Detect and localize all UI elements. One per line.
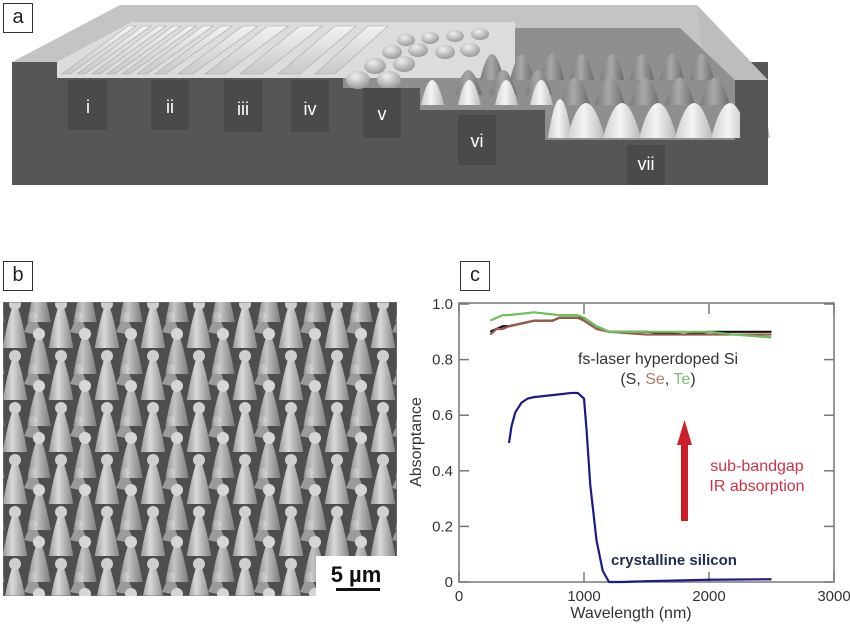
sem-image: 5 µm	[3, 302, 397, 596]
bump-patterns	[346, 28, 489, 89]
annotation-dopants: (S, Se, Te)	[620, 371, 695, 388]
dopant-prefix: (S,	[620, 371, 645, 388]
y-tick-label: 0.4	[432, 463, 453, 480]
ridge-patterns	[61, 25, 389, 75]
series-line	[507, 391, 772, 584]
series-line	[489, 311, 772, 339]
region-label-v: v	[378, 104, 387, 124]
region-label-vii: vii	[638, 154, 655, 174]
panel-a-letter: a	[12, 6, 24, 28]
region-labels: i ii iii iv v vi vii	[86, 97, 655, 174]
plot-frame	[458, 302, 835, 583]
x-tick-label: 3000	[817, 588, 850, 605]
panel-b-letter: b	[12, 264, 24, 286]
series-line	[489, 316, 772, 336]
spike-front-vii	[548, 99, 770, 138]
x-tick-label: 2000	[692, 588, 725, 605]
spike-front-vi	[421, 80, 553, 105]
panel-b-label: b	[3, 261, 33, 291]
scale-bar	[336, 588, 380, 591]
data-series	[489, 311, 772, 584]
region-label-vi: vi	[471, 131, 484, 151]
region-label-iii: iii	[237, 99, 249, 119]
y-tick-label: 0.8	[432, 352, 453, 369]
dopant-te: Te	[673, 371, 690, 388]
x-tick-label: 0	[455, 588, 463, 605]
y-tick-label: 0.6	[432, 407, 453, 424]
up-arrow-icon	[677, 420, 692, 521]
series-line	[489, 316, 772, 336]
panel-c-label: c	[460, 261, 490, 291]
scale-bar-label: 5 µm	[331, 562, 382, 587]
tick-labels: 0 1000 2000 3000 0 0.2 0.4 0.6 0.8 1.0	[432, 296, 850, 605]
x-tick-label: 1000	[567, 588, 600, 605]
dopant-sep: ,	[665, 371, 674, 388]
region-label-ii: ii	[166, 97, 174, 117]
annotation-sub-bandgap: sub-bandgap	[710, 458, 804, 475]
axis-ticks	[458, 303, 835, 583]
y-tick-label: 1.0	[432, 296, 453, 313]
dopant-suffix: )	[690, 371, 695, 388]
annotation-hyperdoped: fs-laser hyperdoped Si	[578, 351, 738, 368]
y-axis-label: Absorptance	[408, 397, 425, 487]
surface-morphology-schematic: i ii iii iv v vi vii	[12, 5, 770, 185]
y-tick-label: 0.2	[432, 518, 453, 535]
annotation-ir-absorption: IR absorption	[709, 478, 804, 495]
region-label-i: i	[86, 97, 90, 117]
region-label-iv: iv	[304, 99, 317, 119]
y-tick-label: 0	[445, 574, 453, 591]
panel-a-label: a	[3, 3, 33, 33]
dopant-se: Se	[645, 371, 665, 388]
x-axis-label: Wavelength (nm)	[570, 605, 691, 622]
panel-c-letter: c	[470, 264, 480, 286]
annotation-crystalline-silicon: crystalline silicon	[611, 552, 737, 569]
